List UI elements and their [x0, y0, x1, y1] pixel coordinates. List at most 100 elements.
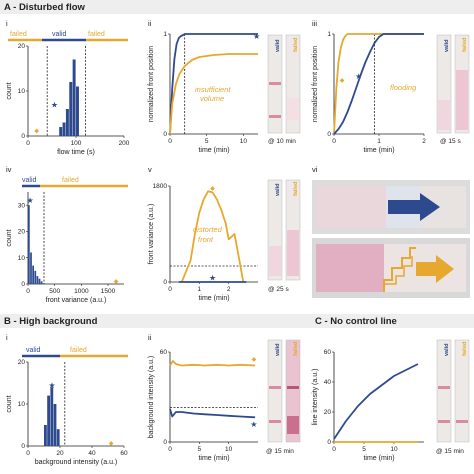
strip-label-failed: failed	[293, 182, 299, 196]
panel-label-a-iii: iii	[312, 19, 317, 28]
x-tick-label: 10	[390, 446, 398, 453]
histogram-bar	[40, 281, 43, 284]
annotation-insufficient: insufficient	[195, 85, 231, 94]
diamond-marker: ◆	[109, 441, 114, 447]
diamond-marker: ◆	[252, 357, 257, 363]
y-tick-label: 0	[327, 131, 331, 138]
histogram-bar	[65, 109, 69, 136]
legend-valid: valid	[52, 31, 67, 38]
y-tick-label: 1	[163, 31, 167, 38]
diamond-marker: ◆	[114, 279, 119, 285]
diamond-marker: ◆	[34, 128, 39, 134]
y-tick-label: 0	[21, 443, 25, 450]
x-tick-label: 0	[26, 140, 30, 147]
strip-label-valid: valid	[275, 183, 281, 196]
y-tick-label: 0	[163, 131, 167, 138]
strip-label-failed: failed	[293, 342, 299, 356]
x-tick-label: 2	[227, 286, 231, 293]
legend-failed-left: failed	[10, 31, 27, 38]
histogram-bar	[56, 429, 60, 446]
annotation-flooding: flooding	[390, 83, 417, 92]
chart-c: 0 5 10 0 20 40 60 time (min) line intensity (a.u…	[312, 349, 424, 462]
y-axis-label: count	[6, 395, 13, 412]
y-axis-label: normalized front position	[148, 46, 155, 122]
y-tick-label: 60	[160, 349, 168, 356]
x-tick-label: 1000	[74, 288, 89, 295]
y-tick-label: 20	[18, 43, 26, 50]
legend-valid: valid	[22, 177, 37, 184]
series-line-valid	[169, 408, 256, 419]
panel-label-b-i: i	[6, 333, 8, 342]
y-axis-label: front variance (a.u.)	[148, 204, 155, 265]
section-c-title: C - No control line	[315, 316, 397, 327]
panel-label-a-ii: ii	[148, 19, 152, 28]
arrow-right-icon	[416, 255, 454, 283]
y-tick-label: 1800	[153, 183, 168, 190]
photo-distorted-flow	[312, 238, 470, 298]
histogram-bar	[44, 425, 47, 446]
legend-b-i: valid failed	[22, 347, 128, 358]
histogram-bar	[28, 205, 30, 284]
histogram-bar	[72, 59, 76, 136]
y-tick-label: 20	[18, 359, 26, 366]
y-tick-label: 20	[324, 409, 332, 416]
x-tick-label: 10	[225, 446, 233, 453]
y-axis-label: background intensity (a.u.)	[148, 356, 155, 439]
timestamp-15s: @ 15 s	[440, 138, 461, 145]
x-tick-label: 0	[26, 288, 30, 295]
x-tick-label: 40	[88, 450, 96, 457]
section-b-header	[0, 314, 474, 328]
legend-a-iv: valid failed	[22, 177, 128, 188]
x-axis-label: front variance (a.u.)	[46, 297, 107, 304]
x-tick-label: 0	[168, 286, 172, 293]
strips-a-iii: valid failed @ 15 s	[436, 34, 470, 145]
x-axis-label: time (min)	[363, 147, 394, 154]
series-line-valid	[333, 363, 419, 440]
y-tick-label: 0	[21, 281, 25, 288]
y-tick-label: 30	[18, 202, 26, 209]
x-tick-label: 2	[422, 138, 426, 145]
histogram-bar	[30, 252, 32, 284]
x-axis-label: time (min)	[363, 455, 394, 462]
x-tick-label: 1	[198, 286, 202, 293]
x-tick-label: 60	[120, 450, 128, 457]
x-tick-label: 5	[362, 446, 366, 453]
section-a-header	[0, 0, 474, 14]
x-tick-label: 1500	[101, 288, 116, 295]
legend-valid: valid	[26, 347, 41, 354]
annotation-distorted: distorted	[193, 225, 223, 234]
x-tick-label: 10	[240, 138, 248, 145]
panel-label-a-v: v	[148, 165, 152, 174]
chart-b-i: 0 20 40 60 0 10 20 background intensity (a.u.) c…	[6, 359, 128, 466]
diamond-marker: ◆	[340, 78, 345, 84]
y-tick-label: 10	[18, 401, 26, 408]
star-marker: ★	[51, 101, 58, 110]
histogram-bar	[69, 82, 73, 136]
y-tick-label: 60	[324, 349, 332, 356]
y-tick-label: 10	[18, 255, 26, 262]
star-marker: ★	[355, 72, 362, 81]
chart-a-v: 0 1 2 0 1800 time (min) front variance (a.u.) ◆…	[148, 183, 258, 302]
x-axis-label: time (min)	[198, 295, 229, 302]
histogram-bar	[36, 276, 39, 284]
strip-label-failed: failed	[293, 38, 299, 52]
diamond-marker: ◆	[210, 186, 215, 192]
x-axis-label: time (min)	[198, 147, 229, 154]
star-marker: ★	[209, 274, 216, 283]
x-axis-label: background intensity (a.u.)	[35, 459, 118, 466]
histogram-bar	[34, 270, 37, 284]
panel-label-a-iv: iv	[6, 165, 12, 174]
y-axis-label: count	[6, 229, 13, 246]
star-marker: ★	[250, 420, 257, 429]
x-tick-label: 0	[332, 446, 336, 453]
section-a-title: A - Disturbed flow	[4, 2, 86, 13]
series-line-failed	[169, 360, 256, 367]
x-tick-label: 0	[332, 138, 336, 145]
series-line-valid	[333, 33, 424, 135]
legend-failed: failed	[62, 177, 79, 184]
timestamp-10min: @ 10 min	[268, 138, 296, 145]
y-tick-label: 0	[327, 439, 331, 446]
x-tick-label: 0	[168, 446, 172, 453]
histogram-bar	[53, 404, 57, 446]
